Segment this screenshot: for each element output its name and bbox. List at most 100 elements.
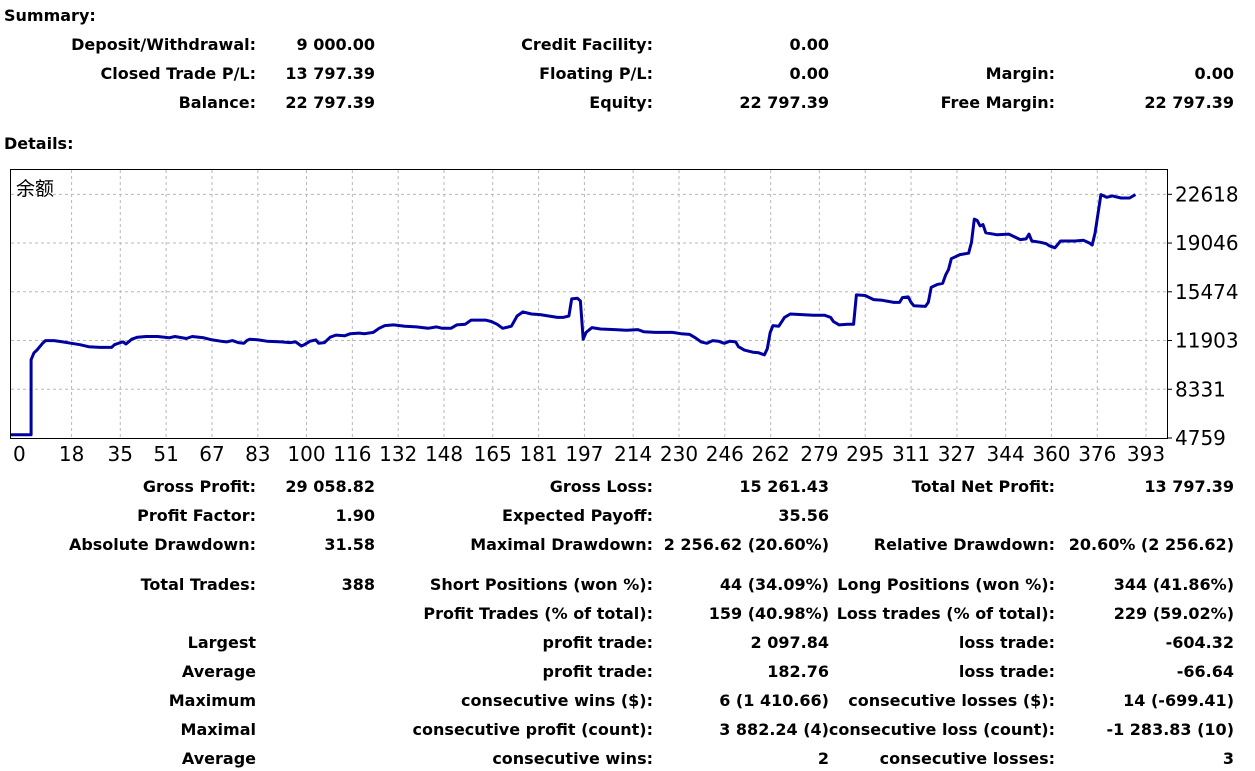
y-tick-label: 4759 [1175, 426, 1226, 450]
short-positions-label: Short Positions (won %): [429, 575, 653, 594]
x-tick-label: 181 [519, 442, 557, 466]
x-tick-label: 83 [245, 442, 270, 466]
x-tick-label: 230 [660, 442, 698, 466]
deposit-label: Deposit/Withdrawal: [71, 35, 256, 54]
maximum-label: Maximum [168, 691, 256, 710]
credit-facility-label: Credit Facility: [521, 35, 653, 54]
total-net-profit-label: Total Net Profit: [911, 477, 1055, 496]
x-tick-label: 295 [846, 442, 884, 466]
free-margin-label: Free Margin: [940, 93, 1055, 112]
average-consecutive-losses-value: 3 [1222, 749, 1234, 768]
consecutive-wins-money-value: 6 (1 410.66) [719, 691, 829, 710]
consecutive-loss-count-value: -1 283.83 (10) [1106, 720, 1234, 739]
average-consecutive-losses-label: consecutive losses: [879, 749, 1055, 768]
x-tick-label: 311 [892, 442, 930, 466]
x-tick-label: 214 [614, 442, 652, 466]
absolute-drawdown-label: Absolute Drawdown: [68, 535, 256, 554]
expected-payoff-value: 35.56 [778, 506, 829, 525]
short-positions-value: 44 (34.09%) [719, 575, 829, 594]
absolute-drawdown-value: 31.58 [324, 535, 375, 554]
x-tick-label: 165 [474, 442, 512, 466]
average-consecutive-wins-value: 2 [817, 749, 829, 768]
x-tick-label: 246 [706, 442, 744, 466]
balance-label: Balance: [178, 93, 256, 112]
consecutive-losses-money-value: 14 (-699.41) [1123, 691, 1234, 710]
gross-loss-label: Gross Loss: [549, 477, 653, 496]
x-tick-label: 393 [1127, 442, 1165, 466]
deposit-value: 9 000.00 [296, 35, 375, 54]
gross-loss-value: 15 261.43 [739, 477, 829, 496]
closed-trade-value: 13 797.39 [285, 64, 375, 83]
total-net-profit-value: 13 797.39 [1144, 477, 1234, 496]
x-tick-label: 116 [333, 442, 371, 466]
long-positions-label: Long Positions (won %): [837, 575, 1055, 594]
average-consecutive-label: Average [181, 749, 256, 768]
x-tick-label: 35 [108, 442, 133, 466]
x-tick-label: 18 [59, 442, 84, 466]
relative-drawdown-value: 20.60% (2 256.62) [1068, 535, 1234, 554]
free-margin-value: 22 797.39 [1144, 93, 1234, 112]
consecutive-profit-count-label: consecutive profit (count): [412, 720, 653, 739]
largest-label: Largest [187, 633, 256, 652]
largest-profit-trade-label: profit trade: [542, 633, 653, 652]
balance-chart [10, 169, 1168, 439]
largest-loss-trade-value: -604.32 [1165, 633, 1234, 652]
x-tick-label: 279 [800, 442, 838, 466]
largest-loss-trade-label: loss trade: [958, 633, 1055, 652]
margin-label: Margin: [985, 64, 1055, 83]
closed-trade-label: Closed Trade P/L: [100, 64, 257, 83]
consecutive-profit-count-value: 3 882.24 (4) [719, 720, 829, 739]
y-tick-label: 22618 [1175, 182, 1239, 206]
y-tick-label: 15474 [1175, 280, 1239, 304]
y-tick-label: 8331 [1175, 377, 1226, 401]
x-tick-label: 0 [13, 442, 26, 466]
average-profit-trade-value: 182.76 [767, 662, 829, 681]
expected-payoff-label: Expected Payoff: [502, 506, 653, 525]
average-profit-trade-label: profit trade: [542, 662, 653, 681]
maximal-drawdown-value: 2 256.62 (20.60%) [663, 535, 829, 554]
average-loss-trade-value: -66.64 [1176, 662, 1234, 681]
profit-trades-value: 159 (40.98%) [708, 604, 829, 623]
profit-trades-label: Profit Trades (% of total): [423, 604, 653, 623]
profit-factor-value: 1.90 [335, 506, 375, 525]
x-tick-label: 262 [752, 442, 790, 466]
long-positions-value: 344 (41.86%) [1113, 575, 1234, 594]
consecutive-losses-money-label: consecutive losses ($): [848, 691, 1055, 710]
y-tick-label: 19046 [1175, 231, 1239, 255]
x-tick-label: 344 [987, 442, 1025, 466]
margin-value: 0.00 [1194, 64, 1234, 83]
consecutive-loss-count-label: consecutive loss (count): [828, 720, 1055, 739]
loss-trades-label: Loss trades (% of total): [836, 604, 1055, 623]
x-tick-label: 67 [199, 442, 224, 466]
average-consecutive-wins-label: consecutive wins: [492, 749, 653, 768]
x-tick-label: 376 [1078, 442, 1116, 466]
x-tick-label: 51 [153, 442, 178, 466]
x-tick-label: 132 [379, 442, 417, 466]
x-tick-label: 197 [565, 442, 603, 466]
credit-facility-value: 0.00 [789, 35, 829, 54]
gross-profit-value: 29 058.82 [285, 477, 375, 496]
profit-factor-label: Profit Factor: [137, 506, 256, 525]
balance-value: 22 797.39 [285, 93, 375, 112]
y-tick-label: 11903 [1175, 329, 1239, 353]
floating-pl-label: Floating P/L: [539, 64, 653, 83]
total-trades-label: Total Trades: [140, 575, 256, 594]
x-tick-label: 360 [1032, 442, 1070, 466]
floating-pl-value: 0.00 [789, 64, 829, 83]
chart-title: 余额 [16, 178, 54, 200]
x-tick-label: 327 [938, 442, 976, 466]
maximal-drawdown-label: Maximal Drawdown: [470, 535, 653, 554]
equity-label: Equity: [589, 93, 653, 112]
largest-profit-trade-value: 2 097.84 [750, 633, 829, 652]
consecutive-wins-money-label: consecutive wins ($): [460, 691, 653, 710]
maximal-label: Maximal [180, 720, 256, 739]
relative-drawdown-label: Relative Drawdown: [873, 535, 1055, 554]
average-loss-trade-label: loss trade: [958, 662, 1055, 681]
x-tick-label: 148 [425, 442, 463, 466]
x-tick-label: 100 [287, 442, 325, 466]
gross-profit-label: Gross Profit: [142, 477, 256, 496]
balance-line [11, 193, 1137, 437]
loss-trades-value: 229 (59.02%) [1113, 604, 1234, 623]
summary-title: Summary: [4, 6, 96, 25]
